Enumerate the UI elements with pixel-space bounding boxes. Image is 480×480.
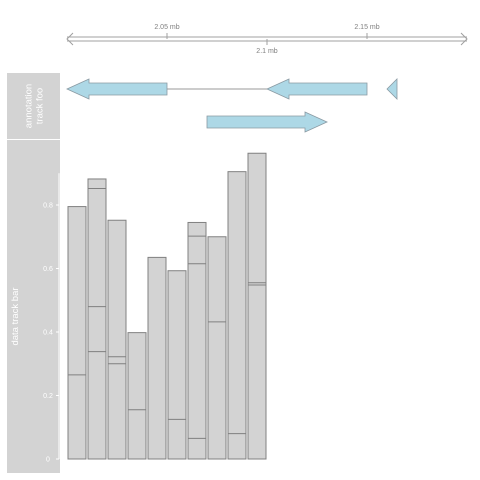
axis-tick-label: 2.15 mb bbox=[354, 24, 379, 31]
data-y-axis-tick-label: 0.6 bbox=[43, 266, 53, 273]
axis-tick-label: 2.05 mb bbox=[154, 24, 179, 31]
data-bar bbox=[127, 332, 147, 460]
data-bar bbox=[227, 171, 247, 460]
data-y-axis-tick-label: 0.2 bbox=[43, 393, 53, 400]
data-bar bbox=[167, 270, 187, 460]
annotation-feature bbox=[386, 78, 398, 100]
annotation-track bbox=[66, 78, 398, 133]
axis-tick-label: 2.1 mb bbox=[256, 48, 278, 55]
data-track bbox=[67, 152, 267, 460]
annotation-feature bbox=[206, 111, 328, 133]
axis-arrow-left bbox=[66, 32, 74, 46]
annotation-track-strip bbox=[7, 73, 60, 139]
annotation-feature bbox=[66, 78, 168, 100]
data-bar bbox=[247, 152, 267, 460]
data-track-title: data track bar bbox=[10, 287, 21, 345]
data-y-axis-tick-label: 0.8 bbox=[43, 203, 53, 210]
data-bar bbox=[187, 221, 207, 460]
axis-arrow-right bbox=[460, 32, 468, 46]
data-bar bbox=[67, 206, 87, 460]
data-bar bbox=[87, 178, 107, 460]
data-bar bbox=[147, 256, 167, 460]
data-bar bbox=[207, 236, 227, 460]
data-y-axis-tick-label: 0.4 bbox=[43, 330, 53, 337]
annotation-track-title: annotationtrack foo bbox=[24, 84, 46, 128]
data-bar bbox=[107, 219, 127, 460]
track-title-strips: annotationtrack foo data track bar 0 0.2 0.4… bbox=[7, 73, 60, 473]
data-y-axis-tick-label: 0 bbox=[46, 457, 50, 464]
data-track-strip bbox=[7, 140, 60, 473]
genome-axis: 2.05 mb 2.1 mb 2.15 mb bbox=[66, 24, 468, 55]
annotation-feature bbox=[266, 78, 368, 100]
